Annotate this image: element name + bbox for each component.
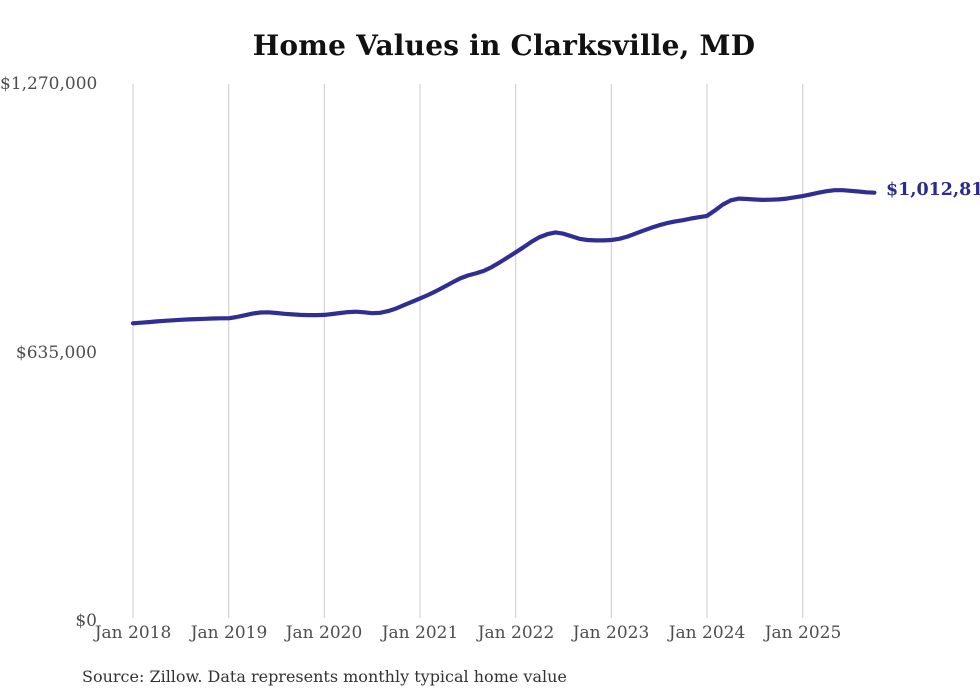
x-tick-label: Jan 2018 [94, 623, 172, 643]
y-tick-label: $635,000 [15, 343, 97, 363]
source-note: Source: Zillow. Data represents monthly … [82, 667, 567, 686]
x-tick-label: Jan 2020 [285, 623, 363, 643]
x-tick-label: Jan 2021 [381, 623, 459, 643]
latest-value-label: $1,012,816 [886, 180, 980, 200]
x-tick-label: Jan 2022 [477, 623, 555, 643]
x-tick-label: Jan 2019 [190, 623, 268, 643]
chart-title: Home Values in Clarksville, MD [252, 29, 756, 62]
home-value-line [130, 188, 877, 326]
y-tick-label: $0 [75, 611, 97, 631]
x-tick-label: Jan 2025 [764, 623, 842, 643]
x-tick-label: Jan 2024 [668, 623, 746, 643]
y-tick-label: $1,270,000 [0, 74, 98, 94]
x-tick-label: Jan 2023 [572, 623, 650, 643]
